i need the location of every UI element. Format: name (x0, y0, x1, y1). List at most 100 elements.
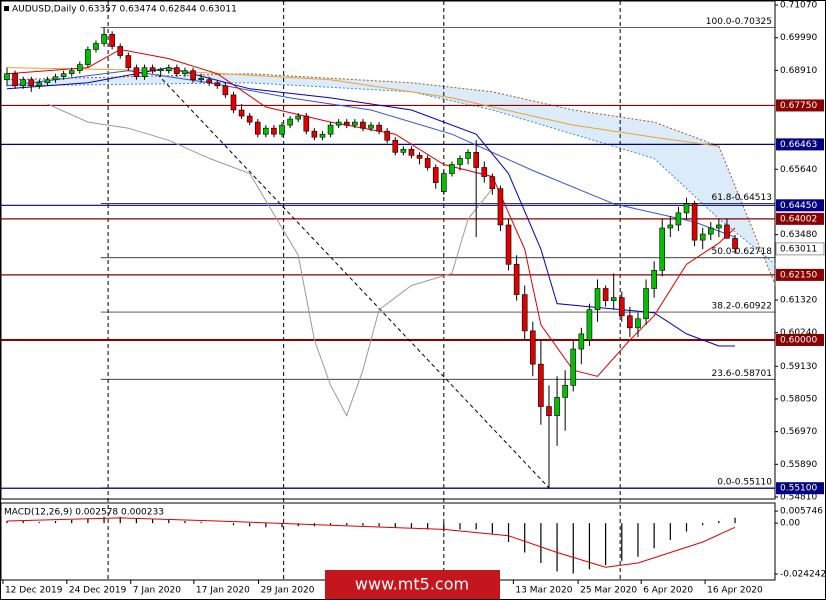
candle-body (149, 67, 156, 71)
level-tag (776, 138, 824, 151)
candle-body (732, 238, 738, 250)
candle-body (562, 385, 568, 398)
candle-body (60, 73, 67, 78)
candle-body (724, 224, 730, 239)
level-tag (776, 268, 824, 281)
y-tick-label: 0.71070 (780, 1, 817, 11)
candle-body (68, 70, 75, 74)
candle-body (246, 115, 253, 123)
candle-body (465, 152, 471, 159)
candle-body (271, 127, 277, 135)
level-tag (776, 212, 824, 225)
candle-body (538, 363, 544, 407)
candle-body (12, 73, 18, 87)
candle-body (76, 64, 83, 71)
candle-body (93, 43, 99, 50)
candle-body (699, 233, 706, 241)
candle-body (141, 67, 148, 78)
candle-body (610, 297, 617, 301)
level-tag (776, 482, 824, 495)
candle-body (416, 155, 423, 159)
candle-body (594, 288, 601, 311)
candle-body (432, 167, 439, 183)
y-tick-label: 0.54810 (780, 493, 817, 503)
macd-y-tick-label: -0.024242 (780, 570, 826, 580)
macd-y-tick-label: 0.00 (780, 519, 800, 529)
candle-body (214, 82, 221, 87)
candle-body (125, 55, 132, 68)
macd-title: MACD(12,26,9) 0.002578 0.000233 (4, 508, 164, 518)
level-label: 0.66463 (780, 140, 817, 150)
y-tick-label: 0.55890 (780, 460, 817, 470)
indicator-line (47, 103, 493, 417)
macd-signal (6, 517, 736, 568)
candle-body (85, 49, 91, 65)
candle-body (441, 173, 447, 192)
fib-label: 50.0-0.62718 (711, 247, 772, 257)
candle-body (295, 115, 302, 120)
candle-body (335, 121, 342, 126)
candle-body (368, 124, 374, 129)
level-tag (776, 99, 824, 112)
fib-label: 100.0-0.70325 (706, 17, 772, 27)
level-label: 0.55100 (780, 484, 817, 494)
candle-body (279, 124, 285, 135)
y-tick-label: 0.59130 (780, 362, 817, 372)
candle-body (206, 79, 213, 84)
x-tick-label: 17 Jan 2020 (196, 586, 250, 596)
candle-body (230, 94, 237, 111)
candle-body (691, 203, 698, 241)
level-label: 0.60000 (780, 335, 817, 345)
x-tick-label: 12 Dec 2019 (5, 586, 63, 596)
chart-title: AUDUSD,Daily 0.63357 0.63474 0.62844 0.6… (12, 5, 237, 15)
y-tick-label: 0.65640 (780, 165, 817, 175)
last-price-label: 0.63011 (780, 244, 817, 254)
x-tick-label: 25 Mar 2020 (580, 586, 637, 596)
candle-body (400, 149, 407, 153)
candle-body (182, 70, 188, 74)
candle-body (530, 330, 536, 365)
candle-body (52, 76, 59, 81)
x-tick-label: 16 Apr 2020 (707, 586, 763, 596)
candle-body (36, 82, 43, 87)
candle-body (570, 348, 577, 386)
candle-body (20, 79, 26, 87)
candle-body (643, 288, 649, 320)
x-tick-label: 6 Apr 2020 (643, 586, 693, 596)
candle-body (675, 212, 682, 226)
candle-body (424, 158, 431, 168)
candle-body (602, 288, 609, 301)
candle-body (190, 70, 196, 81)
candle-body (683, 203, 690, 214)
candle-body (352, 121, 358, 126)
candle-body (384, 130, 390, 141)
candle-body (109, 34, 115, 47)
fib-label: 38.2-0.60922 (711, 302, 772, 312)
x-tick-label: 13 Mar 2020 (515, 586, 572, 596)
candle-body (513, 264, 520, 295)
x-tick-label: 29 Jan 2020 (261, 586, 315, 596)
candle-body (554, 397, 560, 416)
x-tick-label: 7 Jan 2020 (133, 586, 181, 596)
level-label: 0.64450 (780, 201, 817, 211)
main-panel (0, 0, 776, 500)
level-label: 0.67750 (780, 101, 817, 111)
cloud-span (6, 82, 776, 265)
candle-body (222, 85, 229, 96)
candle-body (327, 124, 334, 135)
y-tick-label: 0.69990 (780, 33, 817, 43)
level-label: 0.64002 (780, 214, 817, 224)
candle-body (651, 270, 657, 289)
candle-body (521, 294, 528, 332)
candle-body (101, 34, 107, 44)
candle-body (505, 224, 512, 265)
candle-body (586, 309, 593, 341)
candle-body (481, 167, 488, 177)
candle-body (635, 318, 641, 329)
candle-body (716, 224, 722, 229)
candle-body (117, 46, 124, 56)
candle-body (618, 297, 625, 317)
candle-body (303, 115, 310, 132)
candle-body (157, 68, 164, 71)
